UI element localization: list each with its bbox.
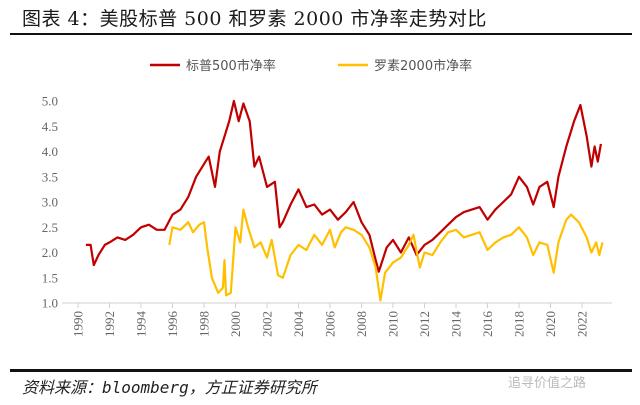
x-tick-label: 2010 [386,311,401,337]
series-line-russell2000 [168,208,604,302]
y-tick-label: 3.5 [42,169,58,184]
x-tick-label: 2018 [512,311,527,337]
x-tick-label: 2006 [323,311,338,338]
legend-label-russell2000: 罗素2000市净率 [374,58,472,74]
y-tick-label: 4.0 [42,144,58,159]
x-tick-label: 2014 [449,311,464,338]
x-tick-label: 2008 [354,311,369,337]
x-tick-label: 1998 [197,311,212,337]
x-tick-label: 2012 [417,311,432,337]
x-tick-label: 1992 [102,311,117,337]
y-tick-label: 5.0 [42,94,58,109]
title-rule [10,33,632,35]
source-rule [10,369,632,372]
y-tick-label: 1.0 [42,296,58,311]
series-line-sp500 [85,99,602,273]
x-tick-label: 1994 [134,311,149,338]
x-tick-label: 2016 [480,311,495,338]
line-chart: 标普500市净率 罗素2000市净率 1.0 1.5 2.0 2.5 3.0 3.5 4.0… [42,58,612,338]
x-tick-label: 2000 [228,311,243,337]
y-tick-label: 1.5 [42,270,58,285]
x-tick-label: 2004 [291,311,306,338]
legend-label-sp500: 标普500市净率 [186,58,276,74]
x-tick-label: 2020 [543,311,558,337]
y-tick-label: 2.5 [42,220,58,235]
source-note: 资料来源：bloomberg，方正证券研究所 [22,378,317,397]
x-tick-label: 1996 [165,311,180,338]
figure-title: 图表 4：美股标普 500 和罗素 2000 市净率走势对比 [22,8,487,30]
watermark: 追寻价值之路 [508,376,587,391]
y-tick-label: 2.0 [42,245,58,260]
x-tick-label: 2022 [575,311,590,337]
x-tick-label: 2002 [260,311,275,337]
x-tick-label: 1990 [71,311,86,337]
y-tick-label: 4.5 [42,119,58,134]
y-tick-label: 3.0 [42,195,58,210]
legend: 标普500市净率 罗素2000市净率 [150,58,472,74]
